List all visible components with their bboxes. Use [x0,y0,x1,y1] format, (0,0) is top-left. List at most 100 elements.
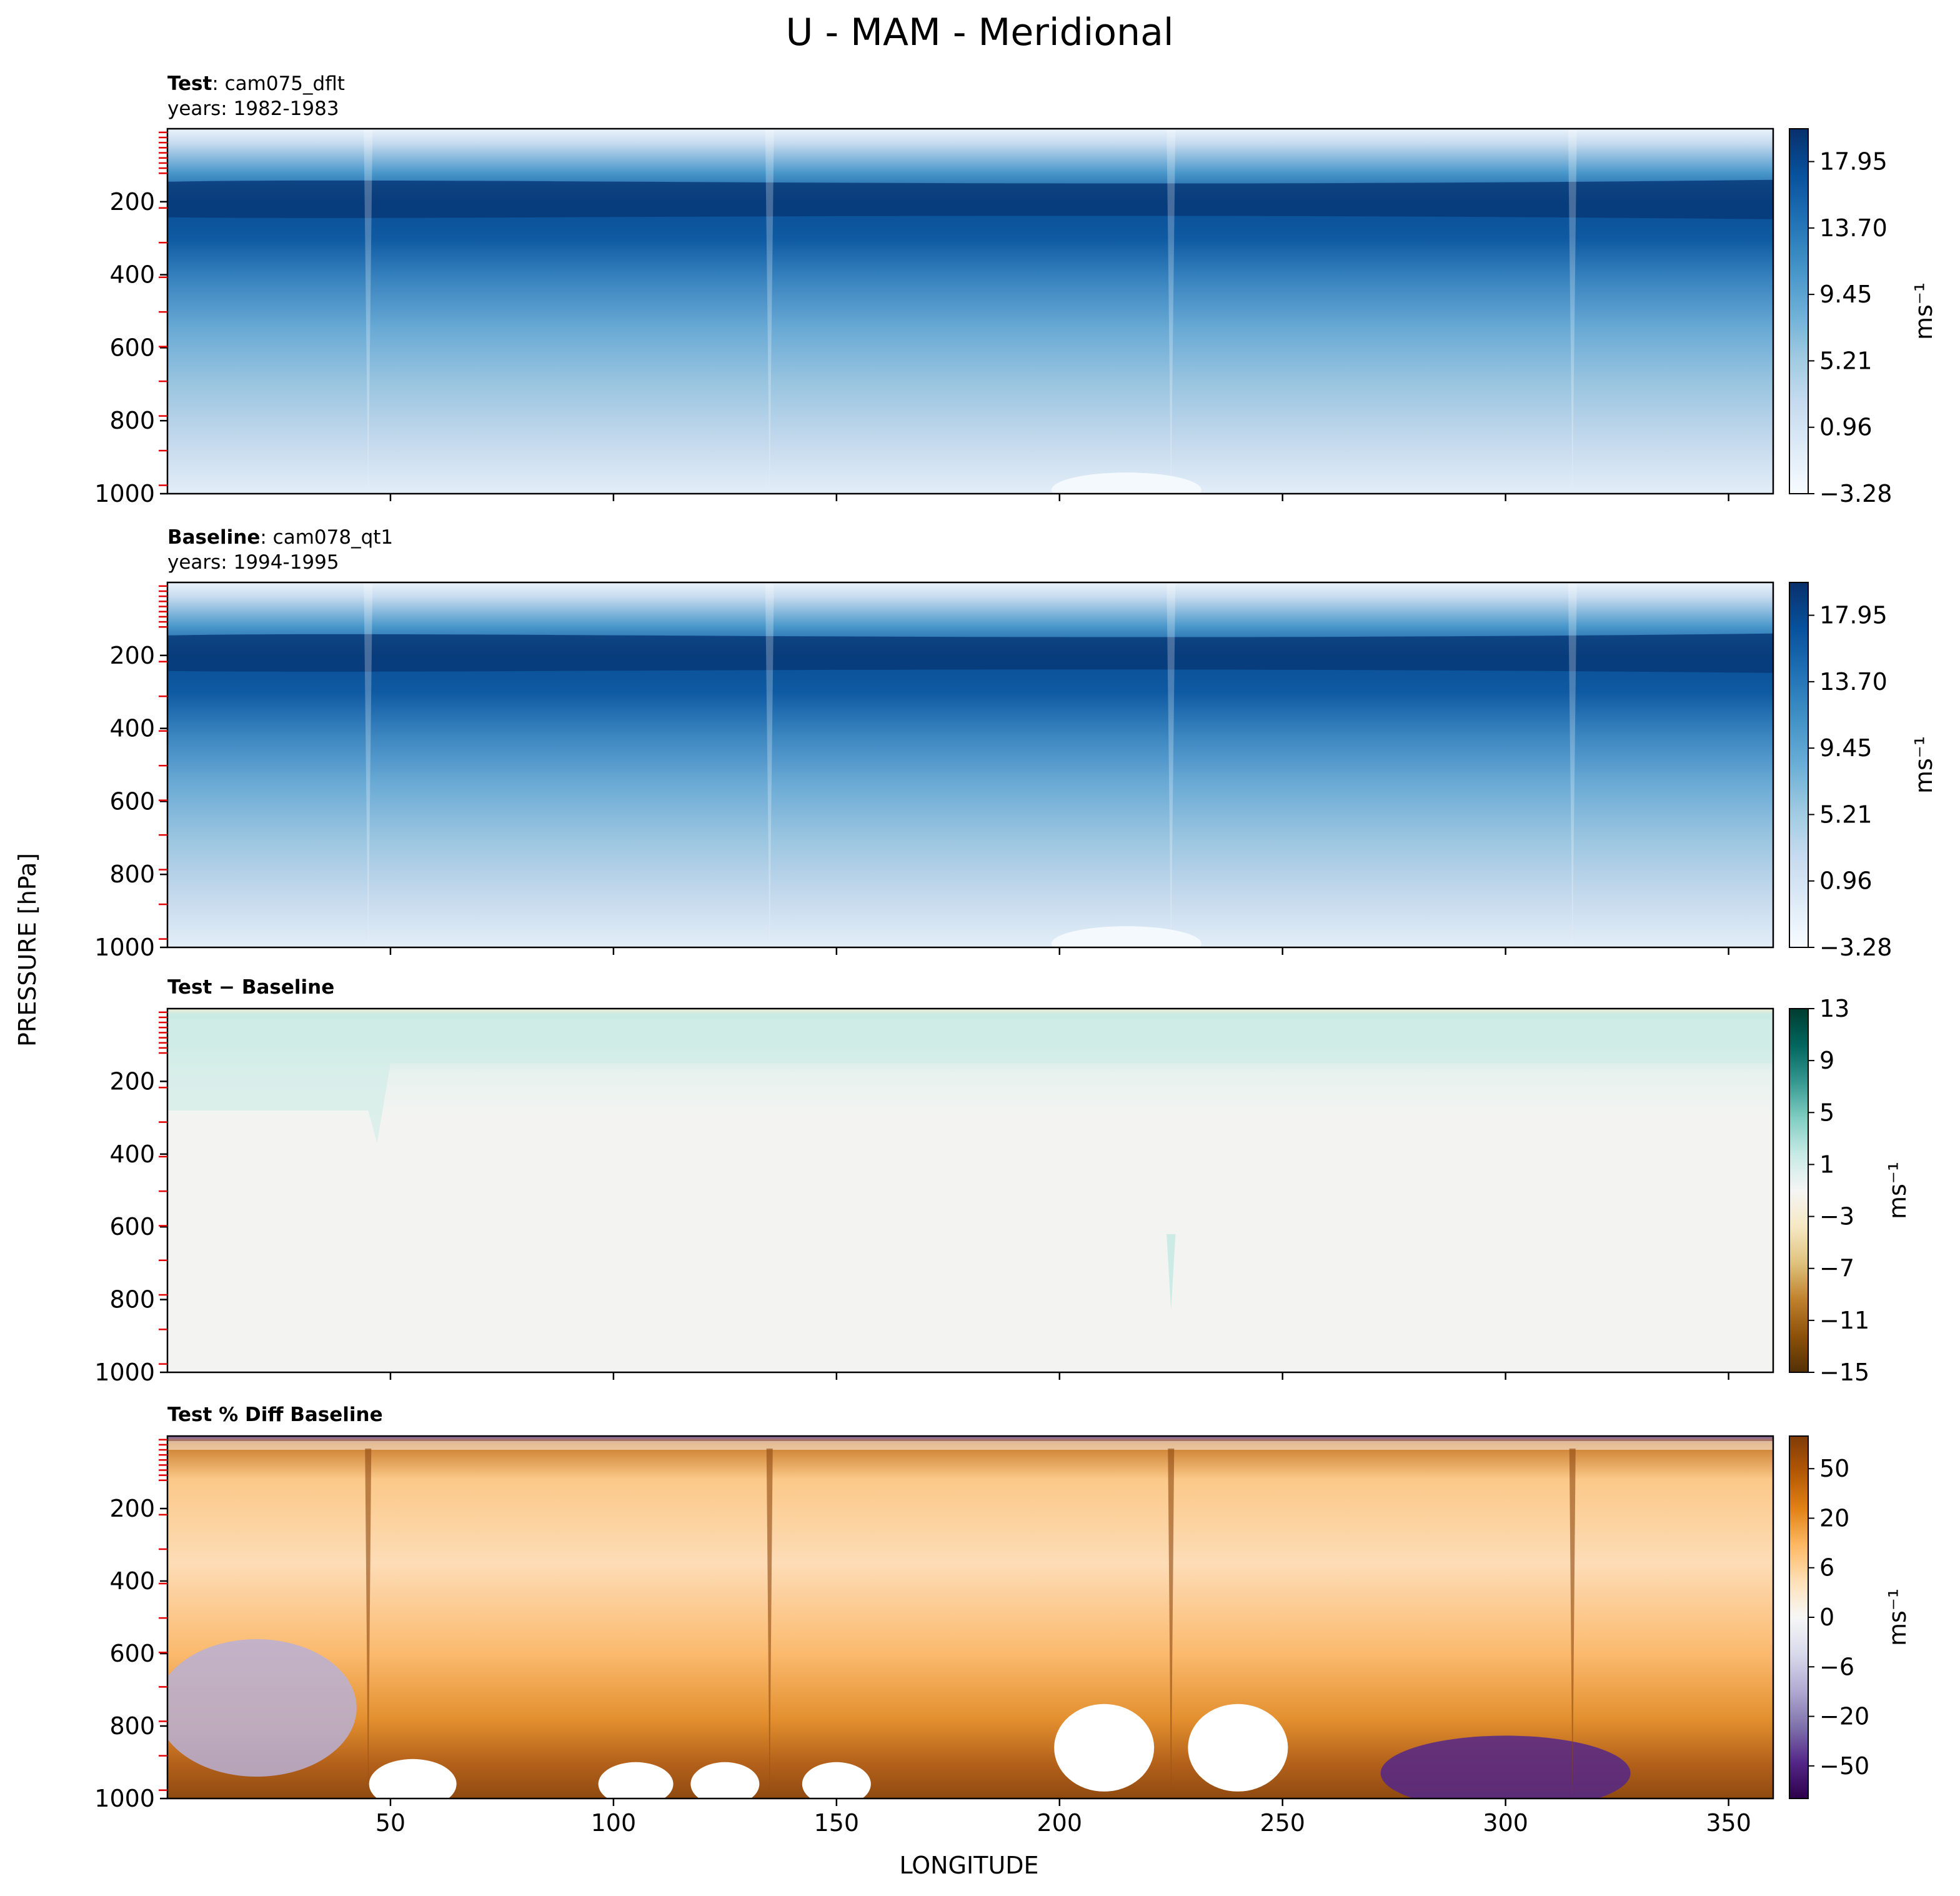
colorbar-unit: ms⁻¹ [1910,736,1938,794]
colorbar-tick-label: 13.70 [1819,214,1888,242]
panel-title-bold: Test [167,72,212,95]
panel-1: 200 400 600 800 1000 Test: cam075_dfltyears: … [94,72,1938,507]
contour-field [167,1436,1773,1799]
missing-region [1188,1704,1288,1792]
spike [1568,129,1577,494]
y-tick-label: 600 [109,1213,155,1240]
y-tick-label: 200 [109,1067,155,1095]
y-tick-label: 400 [109,715,155,742]
colorbar-tick-label: 0.96 [1819,867,1873,895]
panel-title-bold: Baseline [167,526,260,549]
spike [364,129,373,494]
panel-title-text: : cam078_qt1 [260,526,393,549]
y-tick-label: 200 [109,1495,155,1522]
x-tick-label: 50 [376,1809,405,1837]
contour-field [167,129,1773,494]
y-tick-label: 800 [109,1712,155,1740]
y-tick-label: 1000 [94,1785,155,1812]
colorbar-tick-label: −7 [1819,1255,1854,1282]
spike [365,1449,372,1799]
x-axis-label: LONGITUDE [899,1852,1038,1879]
y-tick-label: 1000 [94,480,155,507]
y-tick-label: 400 [109,1140,155,1168]
colorbar-unit: ms⁻¹ [1910,282,1938,340]
colorbar-tick-label: −20 [1819,1703,1869,1730]
colorbar-tick-label: 5.21 [1819,801,1873,828]
panel-title: Test − Baseline [167,976,334,999]
colorbar-scale [1789,582,1809,948]
colorbar-tick-label: 0 [1819,1604,1834,1631]
colorbar-tick-label: 13 [1819,995,1849,1022]
panel-2: 200 400 600 800 1000 Baseline: cam078_qt1year… [94,526,1938,961]
colorbar-unit: ms⁻¹ [1884,1589,1911,1646]
x-tick-label: 350 [1706,1809,1751,1837]
colorbar-tick-label: 5.21 [1819,347,1873,374]
surface-patch [1051,472,1201,494]
y-tick-label: 800 [109,1286,155,1314]
colorbar-tick-label: 0.96 [1819,414,1873,441]
panel-title-bold: Test − Baseline [167,976,334,999]
y-tick-label: 800 [109,407,155,434]
colorbar-tick-label: 20 [1819,1504,1849,1532]
y-tick-label: 400 [109,261,155,289]
colorbar-tick-label: 9 [1819,1047,1834,1074]
spike [765,582,774,947]
colorbar-tick-label: 5 [1819,1099,1834,1126]
field-background [167,1009,1773,1372]
colorbar: −3.28 0.96 5.21 9.45 13.70 17.95 ms⁻¹ [1789,582,1938,961]
spike [1167,129,1176,494]
x-tick-label: 300 [1483,1809,1528,1837]
colorbar: −50 −20 −6 0 6 20 50 ms⁻¹ [1789,1435,1911,1799]
missing-region [690,1762,760,1799]
panel-title: Baseline: cam078_qt1 [167,526,393,549]
colorbar-tick-label: 50 [1819,1455,1849,1482]
y-axis-label: PRESSURE [hPa] [14,853,41,1047]
colorbar-tick-label: 6 [1819,1554,1834,1582]
y-tick-label: 200 [109,188,155,216]
colorbar-tick-label: −11 [1819,1307,1869,1334]
panel-years: years: 1994-1995 [167,551,339,574]
colorbar-unit: ms⁻¹ [1884,1162,1911,1219]
spike [765,129,774,494]
contour-field [167,1009,1773,1372]
spike [364,582,373,947]
jet-core [167,633,1773,673]
colorbar-tick-label: 1 [1819,1150,1834,1178]
spike [1568,582,1577,947]
negative-region [167,1639,357,1777]
missing-region [369,1759,457,1799]
colorbar-tick-label: −3.28 [1819,934,1892,961]
colorbar: −15 −11 −7 −3 1 5 9 13 ms⁻¹ [1789,995,1911,1386]
colorbar-tick-label: 9.45 [1819,734,1873,762]
spike [1167,582,1176,947]
negative-region [1380,1735,1631,1799]
colorbar-tick-label: −50 [1819,1752,1869,1780]
y-tick-label: 1000 [94,934,155,961]
y-tick-label: 600 [109,1640,155,1667]
spike [1167,1234,1176,1311]
spike [766,1449,773,1799]
colorbar-scale [1789,128,1809,494]
x-tick-label: 200 [1037,1809,1083,1837]
colorbar-tick-label: 13.70 [1819,668,1888,696]
y-tick-label: 600 [109,787,155,815]
colorbar-tick-label: −3 [1819,1203,1854,1230]
chart-title: U - MAM - Meridional [785,11,1173,54]
jet-core [167,179,1773,219]
spike [1569,1449,1576,1799]
panel-years: years: 1982-1983 [167,97,339,120]
colorbar: −3.28 0.96 5.21 9.45 13.70 17.95 ms⁻¹ [1789,128,1938,507]
missing-region [167,1441,1773,1450]
contour-field [167,582,1773,947]
surface-patch [1051,926,1201,947]
spike [1168,1449,1175,1799]
colorbar-scale [1789,1435,1809,1799]
colorbar-tick-label: 17.95 [1819,602,1888,629]
colorbar-tick-label: −15 [1819,1359,1869,1386]
panel-title: Test: cam075_dflt [167,72,345,95]
missing-region [598,1762,674,1799]
